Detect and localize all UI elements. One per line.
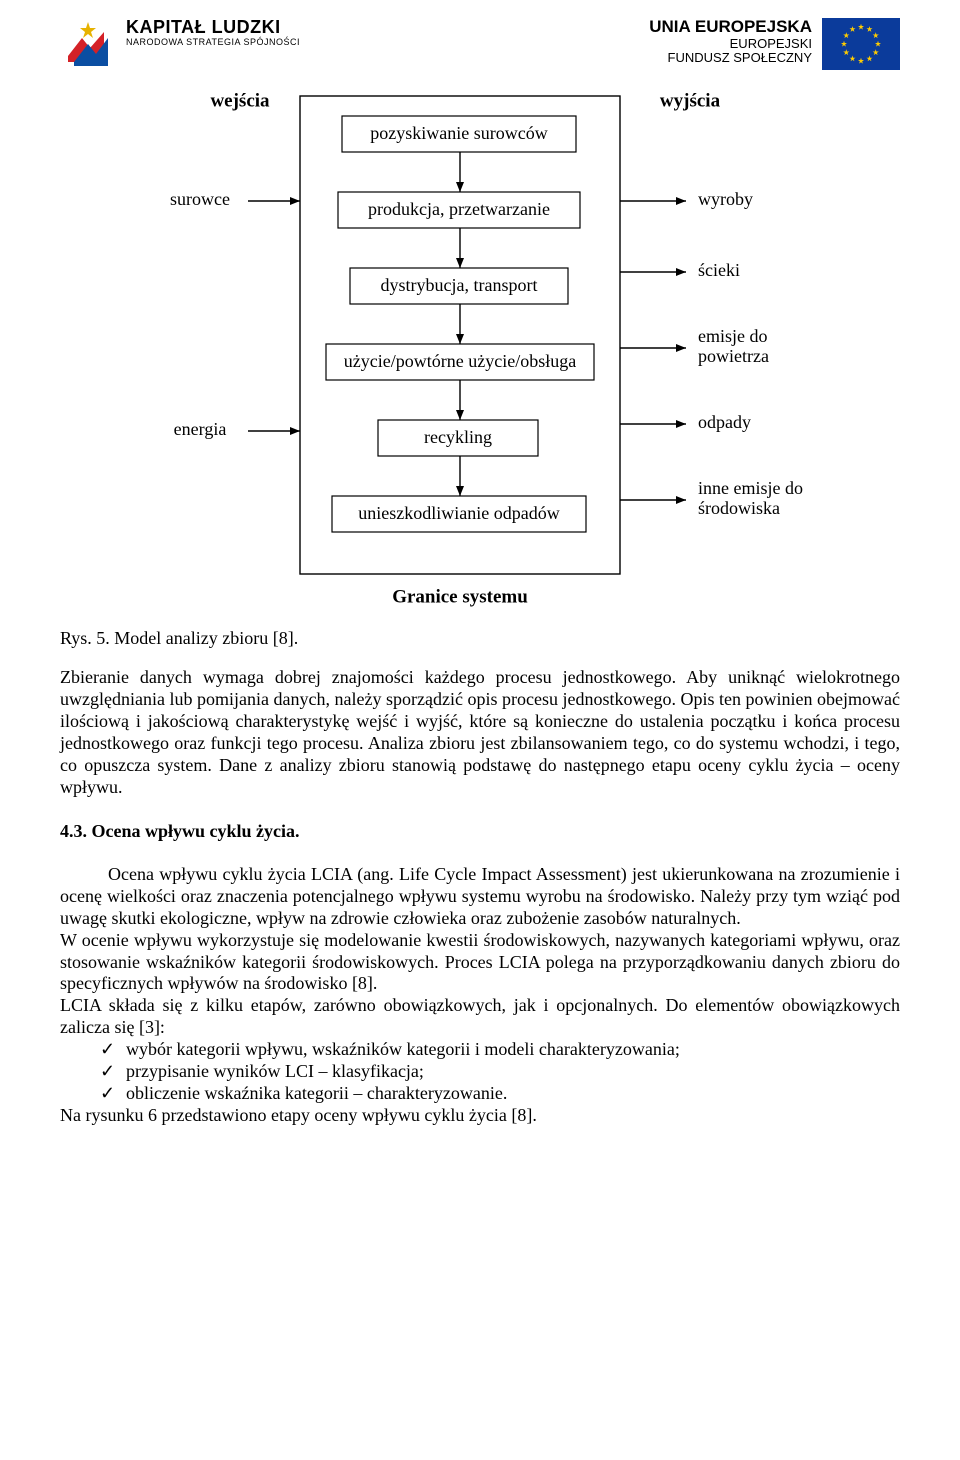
svg-text:wyjścia: wyjścia	[660, 90, 721, 111]
eu-line1: UNIA EUROPEJSKA	[649, 18, 812, 37]
list-item: przypisanie wyników LCI – klasyfikacja;	[100, 1061, 900, 1083]
header-right: UNIA EUROPEJSKA EUROPEJSKI FUNDUSZ SPOŁE…	[649, 18, 900, 70]
paragraph-2c: LCIA składa się z kilku etapów, zarówno …	[60, 995, 900, 1039]
paragraph-2-block: Ocena wpływu cyklu życia LCIA (ang. Life…	[60, 864, 900, 1127]
svg-text:recykling: recykling	[424, 427, 492, 447]
svg-text:energia: energia	[174, 419, 227, 439]
paragraph-1: Zbieranie danych wymaga dobrej znajomośc…	[60, 667, 900, 799]
paragraph-2a: Ocena wpływu cyklu życia LCIA (ang. Life…	[60, 864, 900, 930]
svg-text:dystrybucja, transport: dystrybucja, transport	[381, 275, 538, 295]
kapital-ludzki-logo	[60, 18, 116, 70]
svg-text:wejścia: wejścia	[210, 90, 270, 111]
eu-line3: FUNDUSZ SPOŁECZNY	[649, 51, 812, 65]
svg-text:wyroby: wyroby	[698, 189, 753, 209]
svg-text:emisje dopowietrza: emisje dopowietrza	[698, 326, 769, 366]
svg-text:pozyskiwanie surowców: pozyskiwanie surowców	[370, 123, 547, 143]
svg-text:surowce: surowce	[170, 189, 230, 209]
paragraph-2d: Na rysunku 6 przedstawiono etapy oceny w…	[60, 1105, 900, 1127]
eu-line2: EUROPEJSKI	[649, 37, 812, 51]
header-left: KAPITAŁ LUDZKI NARODOWA STRATEGIA SPÓJNO…	[60, 18, 300, 70]
list-item: wybór kategorii wpływu, wskaźników kateg…	[100, 1039, 900, 1061]
flowchart-diagram: wejścia wyjścia Granice systemu pozyskiwani…	[120, 82, 840, 622]
svg-text:użycie/powtórne użycie/obsługa: użycie/powtórne użycie/obsługa	[344, 351, 576, 371]
svg-text:ścieki: ścieki	[698, 260, 740, 280]
eu-flag-icon	[822, 18, 900, 70]
heading-4-3: 4.3. Ocena wpływu cyklu życia.	[60, 821, 900, 842]
svg-text:Granice systemu: Granice systemu	[392, 586, 528, 607]
svg-text:unieszkodliwianie odpadów: unieszkodliwianie odpadów	[358, 503, 559, 523]
paragraph-2b: W ocenie wpływu wykorzystuje się modelow…	[60, 930, 900, 996]
kapital-ludzki-text: KAPITAŁ LUDZKI NARODOWA STRATEGIA SPÓJNO…	[126, 18, 300, 47]
figure-caption: Rys. 5. Model analizy zbioru [8].	[60, 628, 900, 649]
svg-text:odpady: odpady	[698, 412, 751, 432]
svg-text:inne emisje dośrodowiska: inne emisje dośrodowiska	[698, 478, 803, 518]
kl-title: KAPITAŁ LUDZKI	[126, 18, 300, 36]
eu-text: UNIA EUROPEJSKA EUROPEJSKI FUNDUSZ SPOŁE…	[649, 18, 812, 65]
bullet-list: wybór kategorii wpływu, wskaźników kateg…	[100, 1039, 900, 1105]
diagram-container: wejścia wyjścia Granice systemu pozyskiwani…	[60, 82, 900, 622]
list-item: obliczenie wskaźnika kategorii – charakt…	[100, 1083, 900, 1105]
svg-text:produkcja, przetwarzanie: produkcja, przetwarzanie	[368, 199, 550, 219]
page-header: KAPITAŁ LUDZKI NARODOWA STRATEGIA SPÓJNO…	[60, 18, 900, 70]
page: KAPITAŁ LUDZKI NARODOWA STRATEGIA SPÓJNO…	[0, 0, 960, 1167]
kl-subtitle: NARODOWA STRATEGIA SPÓJNOŚCI	[126, 38, 300, 47]
